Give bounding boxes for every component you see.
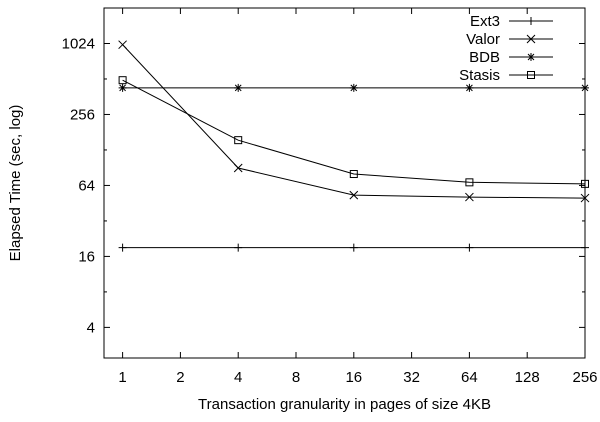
legend-marker-valor (526, 34, 536, 44)
x-tick-label: 8 (292, 369, 300, 386)
x-tick-label: 1 (118, 369, 126, 386)
series-bdb-point (234, 83, 243, 92)
series-stasis (118, 76, 589, 188)
series-stasis-point (118, 76, 127, 85)
series-valor-point (233, 163, 243, 173)
series-stasis-point (234, 136, 243, 145)
legend-item-ext3: Ext3 (470, 13, 553, 30)
series-valor-line (122, 44, 586, 199)
series-ext3-point (465, 243, 474, 252)
series-bdb (118, 83, 589, 92)
series-stasis-line (122, 79, 586, 185)
legend-label-bdb: BDB (469, 49, 500, 66)
series-stasis-point (581, 179, 589, 188)
legend-marker-bdb (527, 53, 535, 61)
x-tick-label: 128 (515, 369, 540, 386)
series-ext3-point (118, 243, 127, 252)
series-ext3-point (581, 243, 589, 252)
x-tick-label: 4 (234, 369, 242, 386)
y-tick-label: 1024 (62, 35, 95, 52)
x-axis-ticks: 1 2 4 8 16 32 64 128 256 (118, 8, 598, 386)
y-axis-ticks: 4 16 64 256 1024 (62, 35, 585, 336)
series-ext3-point (349, 243, 358, 252)
y-tick-label: 4 (87, 319, 95, 336)
series-valor (118, 40, 590, 203)
legend-item-valor: Valor (466, 31, 553, 48)
series-bdb-point (465, 83, 474, 92)
x-tick-label: 16 (345, 369, 362, 386)
y-tick-label: 64 (78, 177, 95, 194)
legend-item-stasis: Stasis (459, 67, 553, 84)
series-stasis-point (349, 170, 358, 179)
legend-label-valor: Valor (466, 31, 500, 48)
y-axis-label: Elapsed Time (sec, log) (7, 105, 24, 262)
x-tick-label: 256 (572, 369, 597, 386)
series-valor-point (118, 40, 127, 50)
x-tick-label: 2 (176, 369, 184, 386)
legend-item-bdb: BDB (469, 49, 553, 66)
plot-frame (103, 7, 586, 359)
series-stasis-point (465, 178, 474, 187)
series-bdb-point (581, 83, 589, 92)
series-bdb-point (118, 83, 127, 92)
series-ext3 (118, 243, 589, 252)
series-group (118, 40, 590, 252)
series-valor-point (465, 192, 474, 202)
series-ext3-point (234, 243, 243, 252)
y-tick-label: 256 (70, 106, 95, 123)
y-tick-label: 16 (78, 248, 95, 265)
legend-label-ext3: Ext3 (470, 13, 500, 30)
x-tick-label: 32 (403, 369, 420, 386)
legend-label-stasis: Stasis (459, 67, 500, 84)
series-bdb-point (349, 83, 358, 92)
series-valor-point (580, 193, 590, 203)
x-tick-label: 64 (461, 369, 478, 386)
x-axis-label: Transaction granularity in pages of size… (198, 396, 491, 413)
series-valor-point (349, 190, 359, 200)
legend-marker-ext3 (527, 17, 535, 25)
legend-marker-stasis (527, 71, 535, 79)
